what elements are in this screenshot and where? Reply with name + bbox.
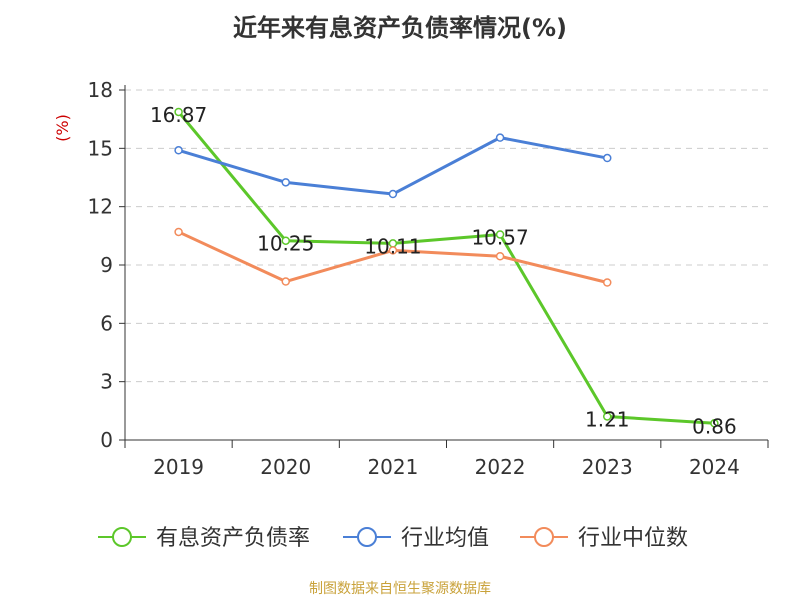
y-tick-label: 3 <box>100 370 113 394</box>
data-point-1 <box>603 153 612 163</box>
x-tick-label: 2021 <box>367 455 418 479</box>
data-point-0 <box>603 412 612 421</box>
data-point-2 <box>281 277 290 286</box>
y-axis-label: (%) <box>53 114 72 142</box>
series-line-1 <box>178 136 608 196</box>
x-tick-label: 2020 <box>260 455 311 479</box>
legend-label: 行业中位数 <box>578 526 688 551</box>
data-point-1 <box>174 146 183 155</box>
data-label: 10.25 <box>257 232 314 256</box>
legend-marker <box>534 527 554 547</box>
y-tick-label: 0 <box>100 428 113 452</box>
y-tick-label: 15 <box>88 136 113 160</box>
data-point-1 <box>281 178 290 187</box>
chart-title: 近年来有息资产负债率情况(%) <box>233 14 567 42</box>
y-tick-label: 12 <box>88 195 113 219</box>
x-tick-label: 2024 <box>689 455 740 479</box>
data-point-1 <box>495 133 505 142</box>
data-point-2 <box>174 227 183 237</box>
x-tick-label: 2022 <box>475 455 526 479</box>
source-note: 制图数据来自恒生聚源数据库 <box>309 581 491 597</box>
data-label: 1.21 <box>585 407 630 431</box>
data-label: 0.86 <box>692 414 737 438</box>
y-tick-label: 18 <box>88 78 113 102</box>
data-point-2 <box>603 278 612 287</box>
data-point-0 <box>710 419 719 428</box>
data-point-2 <box>495 252 505 261</box>
y-tick-label: 9 <box>100 253 113 277</box>
data-point-1 <box>388 189 398 199</box>
data-point-2 <box>388 246 398 255</box>
data-label: 10.11 <box>364 234 421 258</box>
data-label: 16.87 <box>150 103 207 127</box>
legend-marker <box>112 527 132 547</box>
data-point-0 <box>174 107 183 117</box>
x-tick-label: 2023 <box>582 455 633 479</box>
data-label: 10.57 <box>471 225 528 249</box>
legend-label: 有息资产负债率 <box>156 526 310 551</box>
data-point-0 <box>495 230 505 239</box>
legend-label: 行业均值 <box>401 526 489 551</box>
data-point-0 <box>281 236 290 245</box>
x-tick-label: 2019 <box>153 455 204 479</box>
legend-marker <box>357 527 377 547</box>
y-tick-label: 6 <box>100 311 113 335</box>
series-line-0 <box>177 111 715 425</box>
